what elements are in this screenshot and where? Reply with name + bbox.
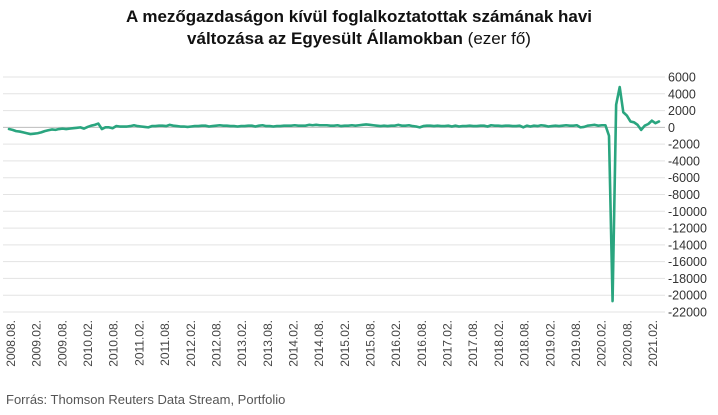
y-tick-label: 6000 bbox=[668, 71, 696, 85]
x-axis-tick-labels: 2008.08. 2009.02. 2009.08. 2010.02. 2010.08.… bbox=[4, 320, 660, 367]
x-tick-label: 2011.08. bbox=[158, 320, 172, 366]
y-tick-label: 4000 bbox=[668, 87, 696, 101]
x-tick-label: 2010.08. bbox=[107, 320, 121, 367]
x-tick-label: 2017.02. bbox=[441, 320, 455, 367]
y-tick-label: -18000 bbox=[668, 272, 707, 286]
x-tick-label: 2020.02. bbox=[595, 320, 609, 367]
x-tick-label: 2010.02. bbox=[81, 320, 95, 367]
x-tick-label: 2016.02. bbox=[389, 320, 403, 367]
x-tick-label: 2017.08. bbox=[466, 320, 480, 367]
y-tick-label: -6000 bbox=[668, 171, 700, 185]
x-tick-label: 2013.02. bbox=[235, 320, 249, 367]
x-tick-label: 2009.08. bbox=[55, 320, 69, 367]
y-tick-label: -10000 bbox=[668, 205, 707, 219]
y-tick-label: -4000 bbox=[668, 154, 700, 168]
x-tick-label: 2018.02. bbox=[492, 320, 506, 367]
chart-title-line2: változása az Egyesült Államokban bbox=[187, 29, 463, 48]
x-tick-label: 2014.02. bbox=[286, 320, 300, 367]
y-tick-label: -16000 bbox=[668, 255, 707, 269]
x-tick-label: 2009.02. bbox=[30, 320, 44, 367]
y-tick-label: 2000 bbox=[668, 104, 696, 118]
chart-title-unit: (ezer fő) bbox=[467, 29, 531, 48]
y-tick-label: -12000 bbox=[668, 222, 707, 236]
x-tick-label: 2011.02. bbox=[132, 320, 146, 366]
x-tick-label: 2019.02. bbox=[543, 320, 557, 367]
y-tick-label: -14000 bbox=[668, 238, 707, 252]
x-tick-label: 2018.08. bbox=[518, 320, 532, 367]
x-tick-label: 2008.08. bbox=[4, 320, 18, 367]
series-layer bbox=[7, 85, 661, 303]
chart-title: A mezőgazdaságon kívül foglalkoztatottak… bbox=[0, 6, 718, 50]
series-line-employment-change bbox=[7, 85, 661, 303]
y-tick-label: -22000 bbox=[668, 306, 707, 320]
y-tick-label: -20000 bbox=[668, 289, 707, 303]
x-tick-label: 2021.02. bbox=[646, 320, 660, 367]
x-tick-label: 2014.08. bbox=[312, 320, 326, 367]
chart-title-line1: A mezőgazdaságon kívül foglalkoztatottak… bbox=[125, 7, 593, 26]
gridlines bbox=[3, 76, 665, 313]
source-note: Forrás: Thomson Reuters Data Stream, Por… bbox=[6, 392, 286, 407]
y-axis-tick-labels: 6000 4000 2000 0 -2000 -4000 -6000 -8000 -10000 -… bbox=[668, 71, 707, 320]
y-tick-label: -8000 bbox=[668, 188, 700, 202]
x-tick-label: 2020.08. bbox=[620, 320, 634, 367]
x-tick-label: 2019.08. bbox=[569, 320, 583, 367]
y-tick-label: -2000 bbox=[668, 138, 700, 152]
x-tick-label: 2013.08. bbox=[261, 320, 275, 367]
x-tick-label: 2012.02. bbox=[184, 320, 198, 367]
x-tick-label: 2012.08. bbox=[209, 320, 223, 367]
x-tick-label: 2015.02. bbox=[338, 320, 352, 367]
x-tick-label: 2015.08. bbox=[364, 320, 378, 367]
x-tick-label: 2016.08. bbox=[415, 320, 429, 367]
y-tick-label: 0 bbox=[668, 121, 675, 135]
